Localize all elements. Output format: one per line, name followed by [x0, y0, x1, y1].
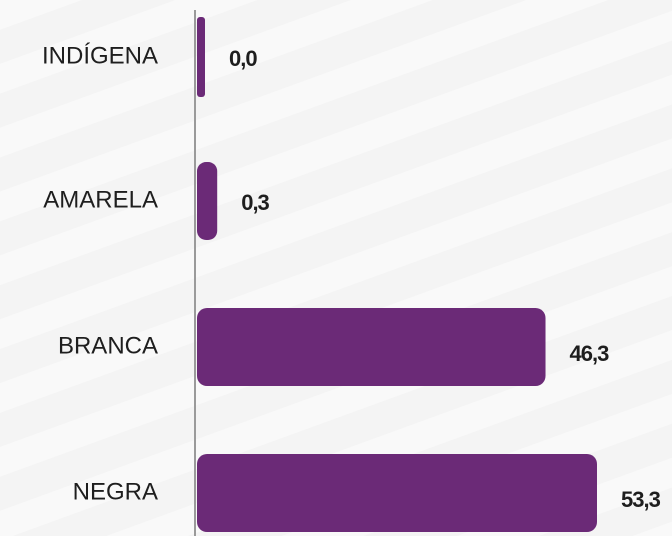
value-label: 46,3 [570, 341, 610, 366]
value-label: 53,3 [621, 487, 661, 512]
category-label: INDÍGENA [42, 42, 158, 69]
bar [197, 17, 205, 97]
category-label: BRANCA [58, 332, 158, 359]
value-label: 0,0 [229, 46, 257, 71]
category-label: AMARELA [43, 186, 158, 213]
value-label: 0,3 [241, 190, 269, 215]
bar [197, 308, 546, 386]
bar [197, 162, 218, 240]
bar [197, 454, 597, 532]
category-label: NEGRA [73, 478, 158, 505]
